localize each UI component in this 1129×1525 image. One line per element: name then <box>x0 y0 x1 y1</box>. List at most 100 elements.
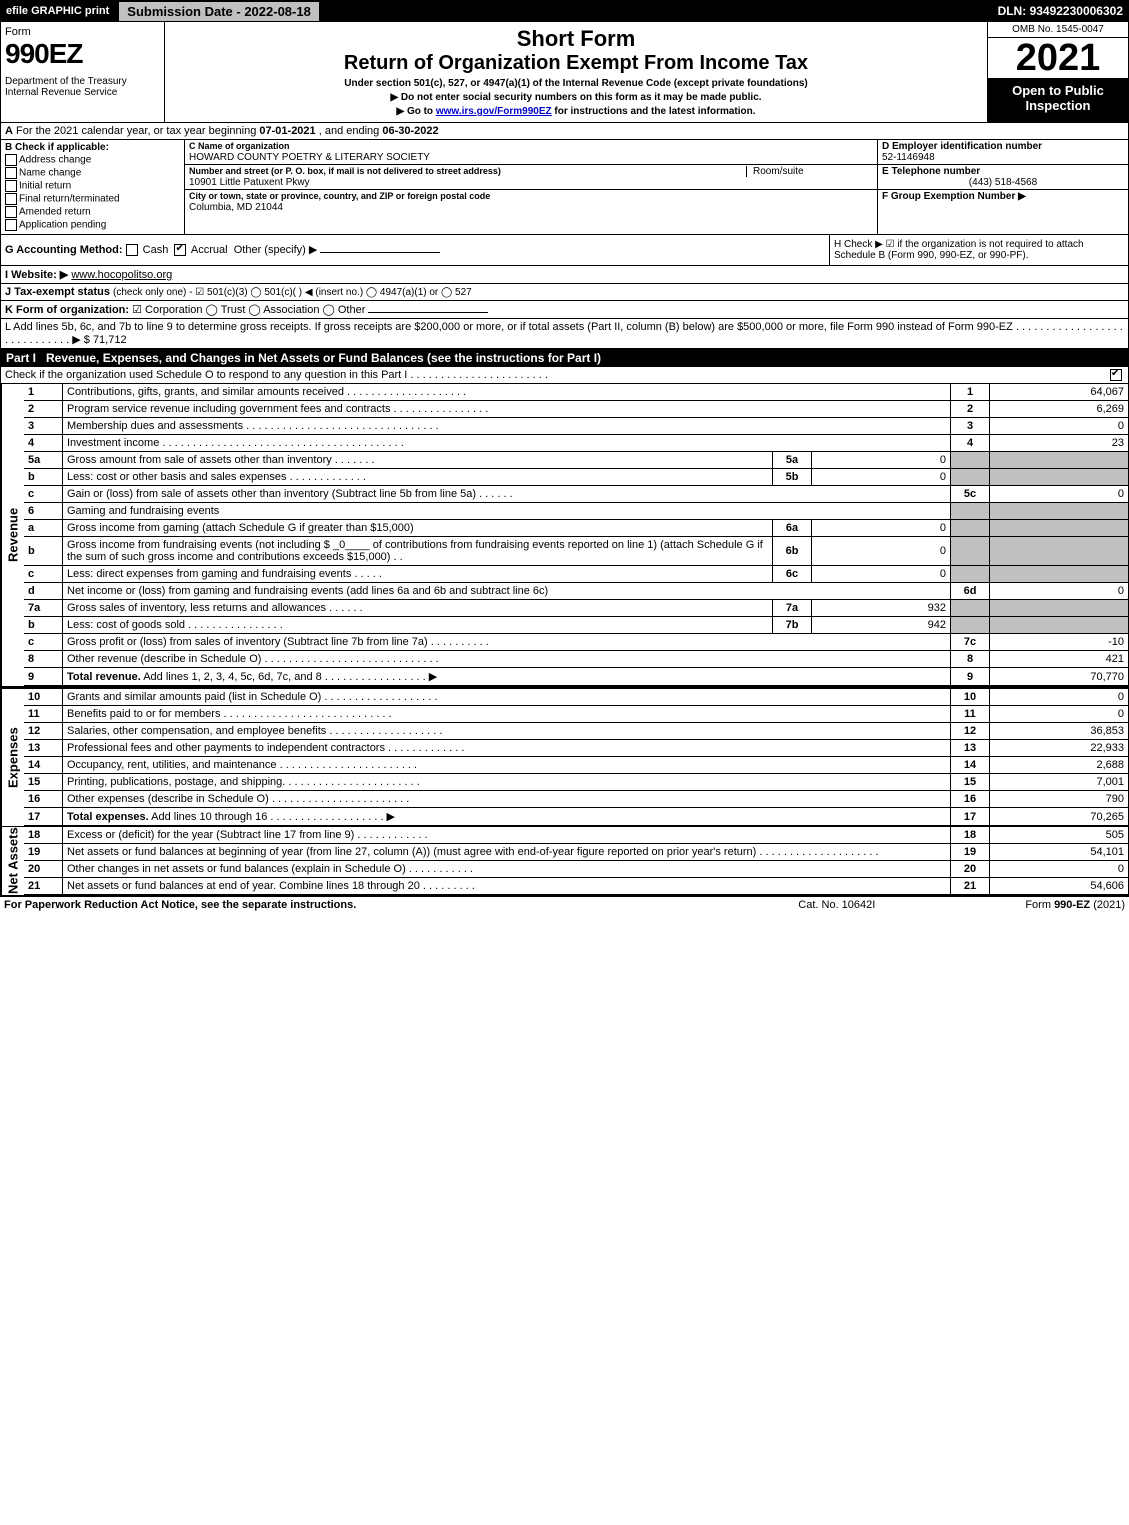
phone-row: E Telephone number (443) 518-4568 <box>878 165 1128 190</box>
table-row: bLess: cost of goods sold . . . . . . . … <box>24 617 1128 634</box>
right-line-number: 10 <box>951 689 990 706</box>
street-row: Room/suite Number and street (or P. O. b… <box>185 165 877 190</box>
expenses-side-label: Expenses <box>1 689 24 826</box>
part1-sub: Check if the organization used Schedule … <box>0 367 1129 384</box>
right-line-value: 22,933 <box>990 740 1129 757</box>
right-line-value: 6,269 <box>990 401 1129 418</box>
checkbox-cash[interactable] <box>126 244 138 256</box>
line-number: 6 <box>24 503 63 520</box>
table-row: cLess: direct expenses from gaming and f… <box>24 566 1128 583</box>
line-number: 8 <box>24 651 63 668</box>
part1-title: Revenue, Expenses, and Changes in Net As… <box>46 351 1123 365</box>
expenses-area: Expenses 10Grants and similar amounts pa… <box>0 687 1129 827</box>
section-c: C Name of organization HOWARD COUNTY POE… <box>185 140 877 234</box>
expenses-table: 10Grants and similar amounts paid (list … <box>24 689 1128 826</box>
right-line-number: 20 <box>951 861 990 878</box>
mid-line-number: 6a <box>773 520 812 537</box>
submission-prefix: Submission Date - <box>127 4 244 19</box>
line-a-date1: 07-01-2021 <box>259 125 315 137</box>
right-line-number: 14 <box>951 757 990 774</box>
line-description: Membership dues and assessments . . . . … <box>63 418 951 435</box>
mid-line-number: 6c <box>773 566 812 583</box>
mid-line-value: 0 <box>812 452 951 469</box>
revenue-area: Revenue 1Contributions, gifts, grants, a… <box>0 384 1129 687</box>
mid-line-number: 5b <box>773 469 812 486</box>
section-gh: G Accounting Method: Cash Accrual Other … <box>0 235 1129 266</box>
right-line-number: 4 <box>951 435 990 452</box>
line-number: b <box>24 469 63 486</box>
line-description: Gross amount from sale of assets other t… <box>63 452 773 469</box>
right-line-number: 1 <box>951 384 990 401</box>
org-name-label: C Name of organization <box>189 141 290 151</box>
line-number: 5a <box>24 452 63 469</box>
line-number: 14 <box>24 757 63 774</box>
right-line-number: 12 <box>951 723 990 740</box>
line-number: 10 <box>24 689 63 706</box>
right-line-number: 15 <box>951 774 990 791</box>
form-number: 990EZ <box>5 38 160 70</box>
right-line-number: 17 <box>951 808 990 826</box>
line-number: c <box>24 634 63 651</box>
checkbox-initial-return[interactable]: Initial return <box>5 180 180 192</box>
header-right: OMB No. 1545-0047 2021 Open to Public In… <box>988 22 1128 122</box>
line-number: b <box>24 617 63 634</box>
website-value[interactable]: www.hocopolitso.org <box>71 269 172 281</box>
checkbox-amended-return[interactable]: Amended return <box>5 206 180 218</box>
checkbox-final-return[interactable]: Final return/terminated <box>5 193 180 205</box>
line-number: 9 <box>24 668 63 686</box>
checkbox-application-pending[interactable]: Application pending <box>5 219 180 231</box>
part1-checkbox[interactable] <box>1110 369 1122 381</box>
line-description: Other revenue (describe in Schedule O) .… <box>63 651 951 668</box>
line-description: Printing, publications, postage, and shi… <box>63 774 951 791</box>
section-b: B Check if applicable: Address change Na… <box>1 140 185 234</box>
line-description: Occupancy, rent, utilities, and maintena… <box>63 757 951 774</box>
line-description: Less: cost of goods sold . . . . . . . .… <box>63 617 773 634</box>
mid-line-number: 5a <box>773 452 812 469</box>
table-row: 15Printing, publications, postage, and s… <box>24 774 1128 791</box>
phone-label: E Telephone number <box>882 166 980 177</box>
page-footer: For Paperwork Reduction Act Notice, see … <box>0 896 1129 913</box>
phone-value: (443) 518-4568 <box>882 177 1124 188</box>
line-description: Gross income from gaming (attach Schedul… <box>63 520 773 537</box>
k-other-input[interactable] <box>368 312 488 313</box>
right-line-value <box>990 452 1129 469</box>
footer-right: Form 990-EZ (2021) <box>1025 899 1125 911</box>
street-label: Number and street (or P. O. box, if mail… <box>189 166 501 176</box>
right-line-value: 2,688 <box>990 757 1129 774</box>
section-def: D Employer identification number 52-1146… <box>877 140 1128 234</box>
table-row: 7aGross sales of inventory, less returns… <box>24 600 1128 617</box>
right-line-number <box>951 600 990 617</box>
line-number: d <box>24 583 63 600</box>
line-description: Gain or (loss) from sale of assets other… <box>63 486 951 503</box>
line-number: 11 <box>24 706 63 723</box>
line-a-mid: , and ending <box>316 125 383 137</box>
section-j: J Tax-exempt status (check only one) - ☑… <box>0 284 1129 301</box>
right-line-value: 0 <box>990 861 1129 878</box>
irs-link[interactable]: www.irs.gov/Form990EZ <box>436 106 552 117</box>
checkbox-accrual[interactable] <box>174 244 186 256</box>
right-line-value: 70,770 <box>990 668 1129 686</box>
g-other-input[interactable] <box>320 252 440 253</box>
group-exemption-label: F Group Exemption Number ▶ <box>882 191 1026 202</box>
right-line-number <box>951 503 990 520</box>
line-description: Professional fees and other payments to … <box>63 740 951 757</box>
footer-left: For Paperwork Reduction Act Notice, see … <box>4 899 798 911</box>
table-row: 16Other expenses (describe in Schedule O… <box>24 791 1128 808</box>
efile-label[interactable]: efile GRAPHIC print <box>0 5 115 17</box>
mid-line-value: 942 <box>812 617 951 634</box>
line-description: Net assets or fund balances at beginning… <box>63 844 951 861</box>
right-line-value <box>990 600 1129 617</box>
part1-sub-text: Check if the organization used Schedule … <box>5 369 1110 381</box>
line-description: Gaming and fundraising events <box>63 503 951 520</box>
form-header: Form 990EZ Department of the Treasury In… <box>0 22 1129 123</box>
checkbox-address-change[interactable]: Address change <box>5 154 180 166</box>
city-row: City or town, state or province, country… <box>185 190 877 234</box>
dln-prefix: DLN: <box>998 4 1030 18</box>
right-line-number <box>951 469 990 486</box>
right-line-number: 16 <box>951 791 990 808</box>
table-row: 10Grants and similar amounts paid (list … <box>24 689 1128 706</box>
footer-right-prefix: Form <box>1025 899 1054 911</box>
revenue-side-label: Revenue <box>1 384 24 686</box>
line-description: Other changes in net assets or fund bala… <box>63 861 951 878</box>
checkbox-name-change[interactable]: Name change <box>5 167 180 179</box>
